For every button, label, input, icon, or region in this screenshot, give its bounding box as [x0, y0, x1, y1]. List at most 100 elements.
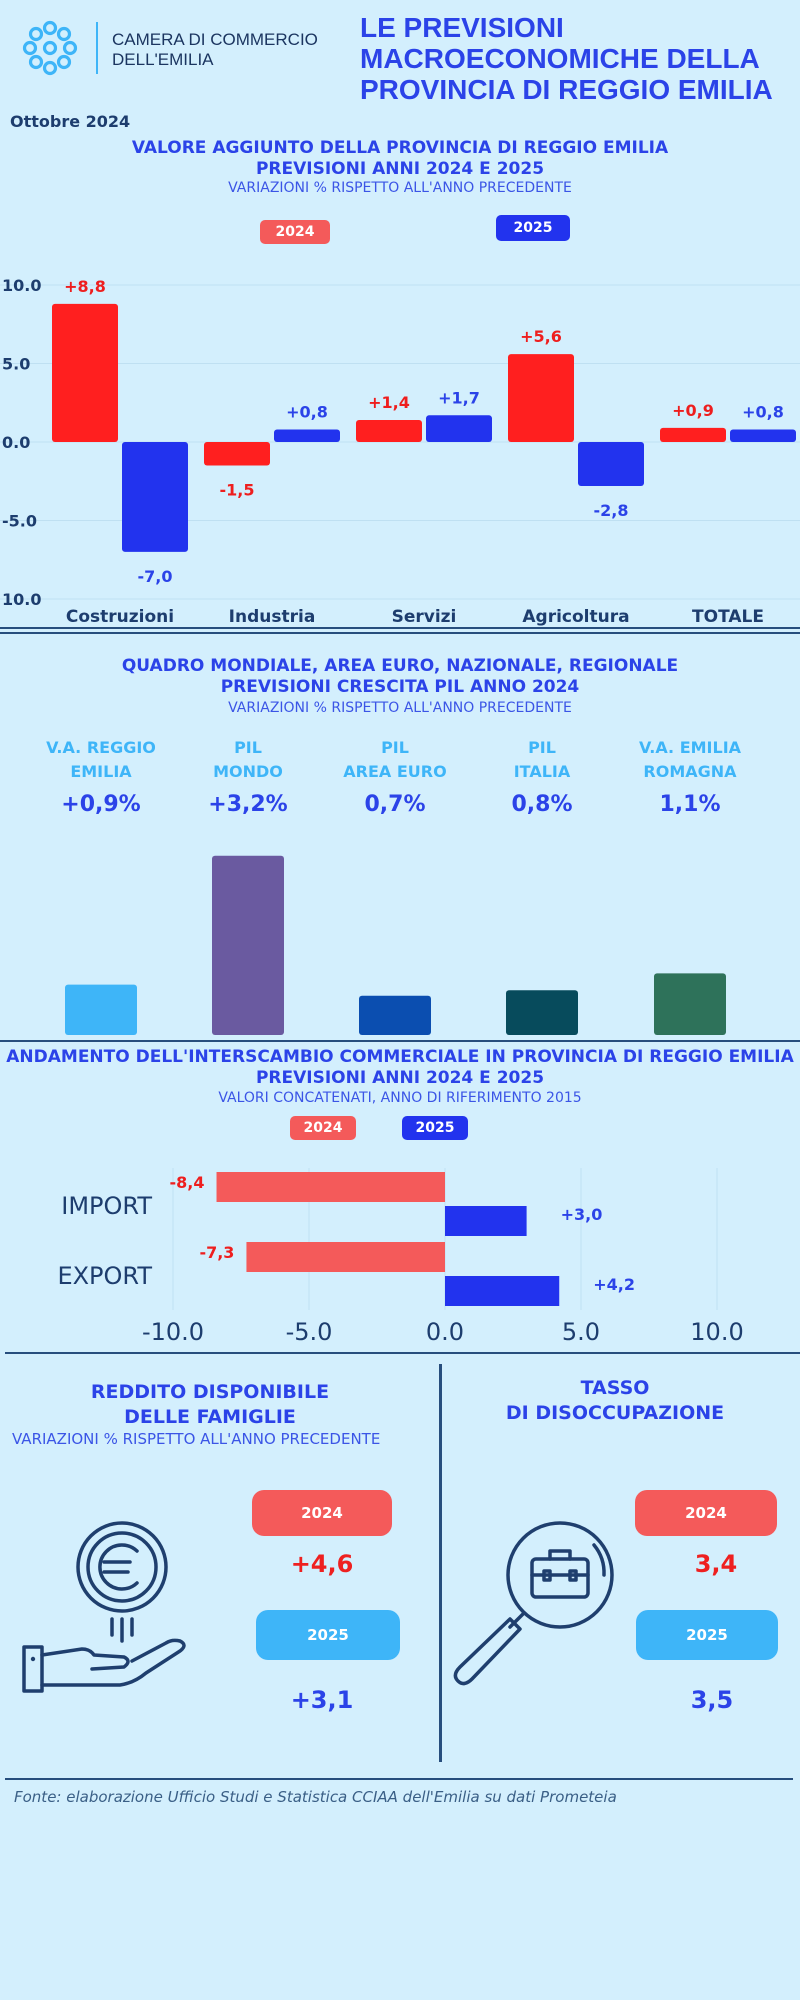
- disoccupazione-2024-value: 3,4: [694, 1550, 738, 1578]
- data-label: +0,8: [286, 402, 328, 421]
- disoccupazione-2024-pill: 2024: [635, 1490, 777, 1536]
- footer-divider: [5, 1778, 793, 1780]
- category-label: IMPORT: [61, 1192, 152, 1220]
- disoccupazione-2025-value: 3,5: [690, 1686, 734, 1714]
- magnifier-briefcase-icon: [448, 1515, 628, 1700]
- reddito-2024-pill: 2024: [252, 1490, 392, 1536]
- data-label: +5,6: [520, 327, 562, 346]
- bar-2024-industria: [204, 442, 270, 466]
- reddito-2024-value: +4,6: [290, 1550, 354, 1578]
- section1-subtitle: VARIAZIONI % RISPETTO ALL'ANNO PRECEDENT…: [228, 180, 572, 196]
- bar-2025-servizi: [426, 415, 492, 442]
- category-label: Costruzioni: [66, 607, 174, 627]
- x-tick-label: 5.0: [562, 1318, 600, 1346]
- title-line-1: LE PREVISIONI: [360, 12, 564, 43]
- reddito-title: REDDITO DISPONIBILE DELLE FAMIGLIE: [40, 1380, 380, 1430]
- title-line-2: MACROECONOMICHE DELLA: [360, 43, 760, 74]
- data-label: +8,8: [64, 277, 106, 296]
- bar-2025-industria: [274, 429, 340, 442]
- section2-title: QUADRO MONDIALE, AREA EURO, NAZIONALE, R…: [0, 656, 800, 698]
- trade-legend-2024: 2024: [290, 1116, 356, 1140]
- legend-2024: 2024: [260, 220, 330, 244]
- pil-indicator-label-line: AREA EURO: [343, 762, 447, 781]
- y-tick-label: -5.0: [2, 512, 37, 531]
- pil-bar-4: [654, 973, 726, 1035]
- category-label: EXPORT: [57, 1262, 152, 1290]
- pil-indicator-label-line: PIL: [381, 738, 409, 757]
- disoccupazione-2025-pill: 2025: [636, 1610, 778, 1660]
- y-tick-label: 10.0: [2, 590, 41, 609]
- pil-indicator-label: V.A. EMILIA ROMAGNA: [615, 736, 765, 784]
- x-tick-label: 10.0: [690, 1318, 743, 1346]
- x-tick-label: -5.0: [286, 1318, 333, 1346]
- trade-legend-2025: 2025: [402, 1116, 468, 1140]
- pil-indicator-label-line: MONDO: [213, 762, 283, 781]
- y-tick-label: 10.0: [2, 276, 41, 295]
- bar-2024-totale: [660, 427, 726, 442]
- bar-2024-agricoltura: [508, 354, 574, 442]
- euro-coin-hand-icon: [20, 1515, 190, 1695]
- logo-divider: [96, 22, 98, 74]
- section1-title-line-2: PREVISIONI ANNI 2024 E 2025: [255, 159, 545, 179]
- pil-indicator-label: V.A. REGGIO EMILIA: [26, 736, 176, 784]
- pil-bar-1: [212, 855, 284, 1035]
- pil-indicator-label-line: PIL: [528, 738, 556, 757]
- data-label: +1,7: [438, 388, 480, 407]
- section2-title-line-1: QUADRO MONDIALE, AREA EURO, NAZIONALE, R…: [121, 656, 679, 676]
- pil-bar-2: [359, 995, 431, 1035]
- bar-2025-totale: [730, 429, 796, 442]
- section1-title-line-1: VALORE AGGIUNTO DELLA PROVINCIA DI REGGI…: [131, 138, 669, 158]
- pil-bar-3: [506, 990, 578, 1035]
- bar-2024-costruzioni: [52, 303, 118, 442]
- pil-indicator-label-line: ROMAGNA: [643, 762, 737, 781]
- x-tick-label: -10.0: [142, 1318, 204, 1346]
- pil-growth-chart: [65, 855, 726, 1035]
- data-label: -1,5: [220, 481, 255, 500]
- reddito-2025-value: +3,1: [290, 1686, 354, 1714]
- reddito-title-line-1: REDDITO DISPONIBILE: [90, 1381, 330, 1403]
- reddito-title-line-2: DELLE FAMIGLIE: [124, 1406, 296, 1428]
- data-label: -2,8: [594, 501, 629, 520]
- section3-title: ANDAMENTO DELL'INTERSCAMBIO COMMERCIALE …: [0, 1047, 800, 1089]
- pil-indicator-label-line: V.A. EMILIA: [638, 738, 742, 757]
- reddito-subtitle: VARIAZIONI % RISPETTO ALL'ANNO PRECEDENT…: [12, 1430, 381, 1448]
- data-label: -8,4: [170, 1173, 205, 1192]
- y-tick-label: 0.0: [2, 433, 30, 452]
- section3-divider: [5, 1352, 800, 1354]
- data-label: +3,0: [561, 1205, 603, 1224]
- title-line-3: PROVINCIA DI REGGIO EMILIA: [360, 74, 773, 105]
- reddito-2025-pill: 2025: [256, 1610, 400, 1660]
- pil-indicator-label-line: V.A. REGGIO: [46, 738, 156, 757]
- bar-2025-agricoltura: [578, 442, 644, 486]
- pil-indicator-value: +3,2%: [208, 792, 288, 817]
- y-tick-label: 5.0: [2, 355, 30, 374]
- source-note: Fonte: elaborazione Ufficio Studi e Stat…: [14, 1788, 617, 1806]
- bar-2025-costruzioni: [122, 442, 188, 552]
- pil-indicator-label: PIL MONDO: [173, 736, 323, 784]
- trade-bar-2025-export: [445, 1276, 560, 1306]
- logo-text: CAMERA DI COMMERCIO DELL'EMILIA: [112, 30, 318, 70]
- section2-divider: [0, 1040, 800, 1042]
- pil-indicator-value: +0,9%: [61, 792, 141, 817]
- pil-bar-0: [65, 984, 137, 1035]
- category-label: TOTALE: [692, 607, 764, 627]
- trade-chart: -10.0 -5.0 0.0 5.0 10.0 IMPORT -8,4 +3,0 EXPORT -…: [57, 1168, 744, 1346]
- report-date: Ottobre 2024: [10, 112, 131, 131]
- disoccupazione-title: TASSO DI DISOCCUPAZIONE: [480, 1376, 750, 1426]
- legend-2025: 2025: [496, 215, 570, 241]
- category-label: Servizi: [392, 607, 457, 627]
- data-label: +1,4: [368, 393, 410, 412]
- data-label: +4,2: [593, 1275, 635, 1294]
- disoccupazione-title-line-1: TASSO: [580, 1377, 650, 1399]
- logo-line-1: CAMERA DI COMMERCIO: [112, 30, 318, 49]
- disoccupazione-title-line-2: DI DISOCCUPAZIONE: [505, 1402, 725, 1424]
- section2-title-line-2: PREVISIONI CRESCITA PIL ANNO 2024: [220, 677, 580, 697]
- trade-bar-2024-export: [246, 1242, 445, 1272]
- pil-indicator-label-line: PIL: [234, 738, 262, 757]
- bar-2024-servizi: [356, 420, 422, 442]
- logo-line-2: DELL'EMILIA: [112, 50, 214, 69]
- data-label: +0,9: [672, 401, 714, 420]
- section1-title: VALORE AGGIUNTO DELLA PROVINCIA DI REGGI…: [0, 138, 800, 180]
- data-label: +0,8: [742, 402, 784, 421]
- pil-indicator-label: PIL AREA EURO: [320, 736, 470, 784]
